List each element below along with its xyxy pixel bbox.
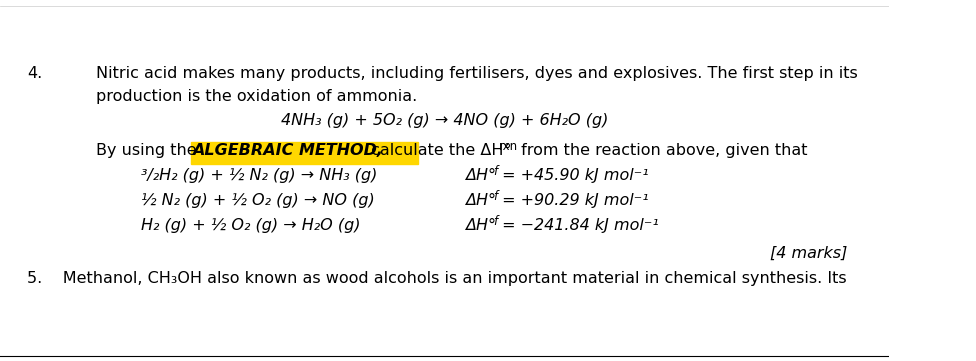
- Text: production is the oxidation of ammonia.: production is the oxidation of ammonia.: [96, 89, 417, 104]
- Text: = −241.84 kJ mol⁻¹: = −241.84 kJ mol⁻¹: [497, 218, 659, 233]
- Text: Nitric acid makes many products, including fertilisers, dyes and explosives. The: Nitric acid makes many products, includi…: [96, 66, 858, 81]
- Text: ΔH°: ΔH°: [465, 218, 496, 233]
- Text: = +90.29 kJ mol⁻¹: = +90.29 kJ mol⁻¹: [497, 193, 648, 208]
- Text: = +45.90 kJ mol⁻¹: = +45.90 kJ mol⁻¹: [497, 168, 648, 183]
- Text: 4.: 4.: [27, 66, 43, 81]
- Text: [4 marks]: [4 marks]: [770, 246, 847, 261]
- Text: ΔH°: ΔH°: [465, 168, 496, 183]
- Text: ½ N₂ (g) + ½ O₂ (g) → NO (g): ½ N₂ (g) + ½ O₂ (g) → NO (g): [142, 193, 375, 208]
- Text: ALGEBRAIC METHOD,: ALGEBRAIC METHOD,: [192, 143, 383, 158]
- Text: from the reaction above, given that: from the reaction above, given that: [516, 143, 807, 158]
- Text: 4NH₃ (g) + 5O₂ (g) → 4NO (g) + 6H₂O (g): 4NH₃ (g) + 5O₂ (g) → 4NO (g) + 6H₂O (g): [281, 113, 608, 128]
- Text: f: f: [493, 215, 497, 228]
- Text: f: f: [493, 190, 497, 203]
- Text: ³/₂H₂ (g) + ½ N₂ (g) → NH₃ (g): ³/₂H₂ (g) + ½ N₂ (g) → NH₃ (g): [142, 168, 378, 183]
- Text: H₂ (g) + ½ O₂ (g) → H₂O (g): H₂ (g) + ½ O₂ (g) → H₂O (g): [142, 218, 361, 233]
- Text: f: f: [493, 165, 497, 178]
- Text: 5.    Methanol, CH₃OH also known as wood alcohols is an important material in ch: 5. Methanol, CH₃OH also known as wood al…: [27, 271, 847, 286]
- Text: calculate the ΔH°: calculate the ΔH°: [366, 143, 511, 158]
- Text: ΔH°: ΔH°: [465, 193, 496, 208]
- Text: By using the: By using the: [96, 143, 201, 158]
- FancyBboxPatch shape: [191, 142, 418, 164]
- Text: rxn: rxn: [499, 140, 517, 153]
